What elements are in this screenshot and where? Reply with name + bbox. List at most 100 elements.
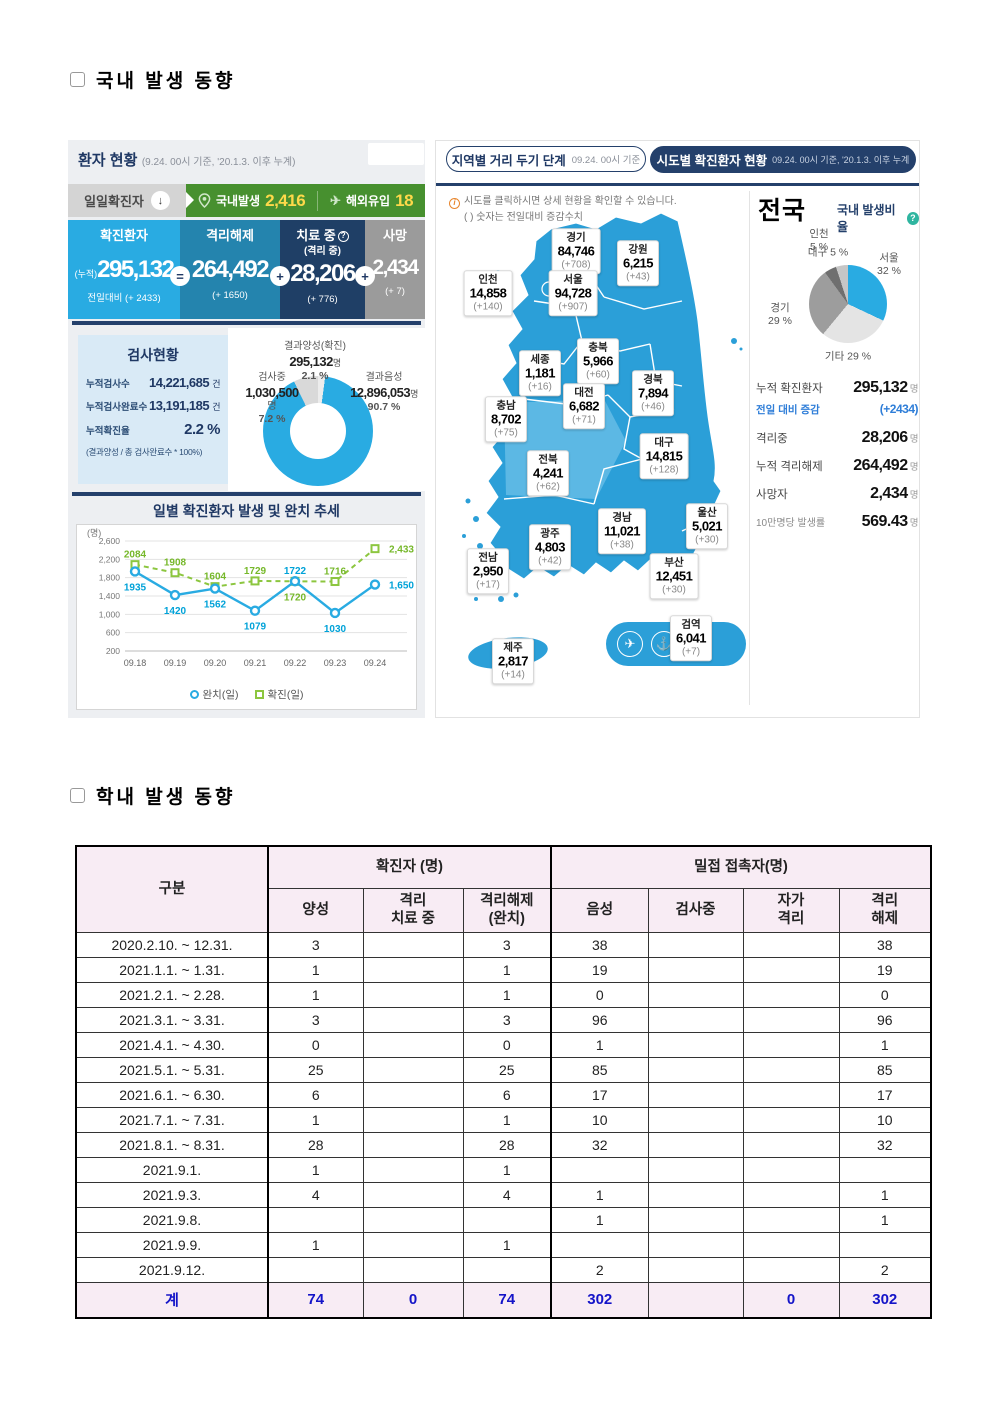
donut-label-negative: 결과음성 12,896,053명 90.7 % — [344, 372, 424, 414]
total-value-cell: 74 — [267, 1281, 364, 1319]
value-cell — [462, 1256, 552, 1283]
period-cell: 2021.6.1. ~ 6.30. — [75, 1081, 269, 1108]
chevron-right-icon — [186, 192, 194, 208]
value-cell: 17 — [550, 1081, 649, 1108]
period-cell: 2021.3.1. ~ 3.31. — [75, 1006, 269, 1033]
slice-pct: 2.1 % — [301, 369, 329, 382]
region-delta: (+46) — [641, 400, 665, 412]
region-value: 7,894 — [637, 385, 669, 401]
stat-row-value: 569.43 명 — [861, 513, 919, 530]
point-label: 1908 — [164, 558, 187, 569]
value-cell: 38 — [550, 931, 649, 958]
value-cell — [647, 1006, 744, 1033]
value-cell: 4 — [267, 1181, 364, 1208]
map-region-label-충남[interactable]: 충남 8,702 (+75) — [484, 396, 528, 442]
imported-value: 18 — [395, 190, 414, 210]
col-group-confirmed: 확진자 (명) — [267, 845, 552, 889]
map-region-label-대구[interactable]: 대구 14,815 (+128) — [639, 433, 689, 479]
point-label: 1716 — [324, 567, 347, 578]
value-cell — [647, 1231, 744, 1258]
slice-value: 12,896,053명 — [344, 385, 424, 401]
stat-label: 사망 — [383, 228, 407, 243]
stat-number: 295,132 — [97, 256, 175, 284]
test-row-value: 14,221,685 건 — [149, 375, 220, 390]
value-cell — [362, 1156, 464, 1183]
table-row: 2021.3.1. ~ 3.31. 3 3 96 96 — [75, 1006, 932, 1033]
map-region-label-경남[interactable]: 경남 11,021 (+38) — [597, 508, 647, 554]
value-cell: 1 — [267, 956, 364, 983]
period-cell: 2021.9.12. — [75, 1256, 269, 1283]
region-name: 울산 — [697, 506, 717, 519]
y-tick-label: 1,000 — [99, 609, 121, 619]
value-cell: 6 — [462, 1081, 552, 1108]
tab-label: 지역별 거리 두기 단계 — [451, 153, 566, 168]
stat-row-value: 264,492 명 — [853, 457, 918, 474]
map-region-label-광주[interactable]: 광주 4,803 (+42) — [528, 524, 572, 570]
map-region-label-제주[interactable]: 제주 2,817 (+14) — [491, 638, 535, 684]
help-icon[interactable]: ? — [906, 211, 919, 225]
stat-row-label: 누적 확진환자 — [756, 383, 823, 395]
slice-label: 검사중 — [258, 372, 286, 383]
value-cell: 10 — [838, 1106, 932, 1133]
slice-number: 12,896,053 — [350, 384, 411, 400]
value-cell: 1 — [550, 1031, 649, 1058]
value-cell — [362, 931, 464, 958]
y-tick-label: 2,600 — [99, 536, 121, 546]
map-region-label-검역[interactable]: 검역 6,041 (+7) — [669, 615, 713, 661]
data-point-square — [330, 577, 340, 587]
map-region-label-강원[interactable]: 강원 6,215 (+43) — [616, 240, 660, 286]
daily-breakdown: 국내발생 2,416 ✈ 해외유입 18 — [186, 184, 425, 217]
region-name: 인천 — [478, 273, 498, 286]
section-title-text: 학내 발생 동향 — [96, 787, 236, 808]
value-cell: 32 — [550, 1131, 649, 1158]
value-cell: 1 — [267, 1106, 364, 1133]
legend-item: 확진(일) — [254, 687, 303, 702]
map-region-label-울산[interactable]: 울산 5,021 (+30) — [685, 503, 729, 549]
map-region-label-전북[interactable]: 전북 4,241 (+62) — [526, 450, 570, 496]
value-cell: 38 — [838, 931, 932, 958]
tab-sido-status[interactable]: 시도별 확진환자 현황 09.24. 00시 기준, '20.1.3. 이후 누… — [650, 146, 916, 173]
table-row: 2021.5.1. ~ 5.31. 25 25 85 85 — [75, 1056, 932, 1083]
map-region-label-세종[interactable]: 세종 1,181 (+16) — [518, 350, 562, 396]
period-cell: 2021.9.9. — [75, 1231, 269, 1258]
stat-label: 치료 중? (격리 중) — [280, 228, 365, 258]
map-region-label-부산[interactable]: 부산 12,451 (+30) — [649, 553, 699, 599]
stat-sub: (+ 1650) — [212, 290, 248, 302]
stat-prefix: (누적) — [74, 269, 98, 280]
daily-confirmed-label: 일일확진자 — [84, 194, 144, 209]
redacted-area — [368, 143, 424, 165]
col-header: 격리해제 (완치) — [462, 887, 552, 933]
map-region-label-전남[interactable]: 전남 2,950 (+17) — [466, 548, 510, 594]
map-region-label-경기[interactable]: 경기 84,746 (+708) — [551, 228, 601, 274]
region-delta: (+62) — [536, 480, 560, 492]
value-cell: 1 — [462, 1156, 552, 1183]
region-delta: (+907) — [558, 300, 588, 312]
table-row: 2021.9.9. 1 1 — [75, 1231, 932, 1258]
value-cell: 19 — [550, 956, 649, 983]
table-row: 2021.4.1. ~ 4.30. 0 0 1 1 — [75, 1031, 932, 1058]
ratio-label-text: 국내 발생비율 — [837, 203, 896, 234]
map-region-label-인천[interactable]: 인천 14,858 (+140) — [463, 270, 513, 316]
value-cell — [647, 1031, 744, 1058]
national-stat-row: 누적 격리해제 264,492 명 — [756, 457, 919, 475]
value-cell: 2 — [550, 1256, 649, 1283]
map-region-label-충북[interactable]: 충북 5,966 (+60) — [576, 338, 620, 384]
col-header: 음성 — [550, 887, 649, 933]
map-region-label-서울[interactable]: 서울 94,728 (+907) — [548, 270, 598, 316]
slice-unit: 명 — [332, 357, 341, 368]
stat-row-unit: 명 — [907, 384, 919, 395]
national-stat-row: 전일 대비 증감 (+2434) — [756, 402, 919, 417]
map-region-label-경북[interactable]: 경북 7,894 (+46) — [631, 370, 675, 416]
value-cell — [742, 1256, 840, 1283]
help-icon[interactable]: ? — [337, 230, 349, 242]
col-header: 자가 격리 — [742, 887, 840, 933]
stat-row-label: 전일 대비 증감 — [756, 404, 820, 416]
value-cell — [647, 1081, 744, 1108]
value-cell — [362, 956, 464, 983]
total-label: 계 — [75, 1281, 269, 1319]
map-region-label-대전[interactable]: 대전 6,682 (+71) — [562, 383, 606, 429]
tab-distancing-level[interactable]: 지역별 거리 두기 단계 09.24. 00시 기준 — [446, 146, 646, 172]
region-value: 1,181 — [524, 365, 556, 381]
value-cell: 1 — [267, 981, 364, 1008]
value-cell — [647, 981, 744, 1008]
